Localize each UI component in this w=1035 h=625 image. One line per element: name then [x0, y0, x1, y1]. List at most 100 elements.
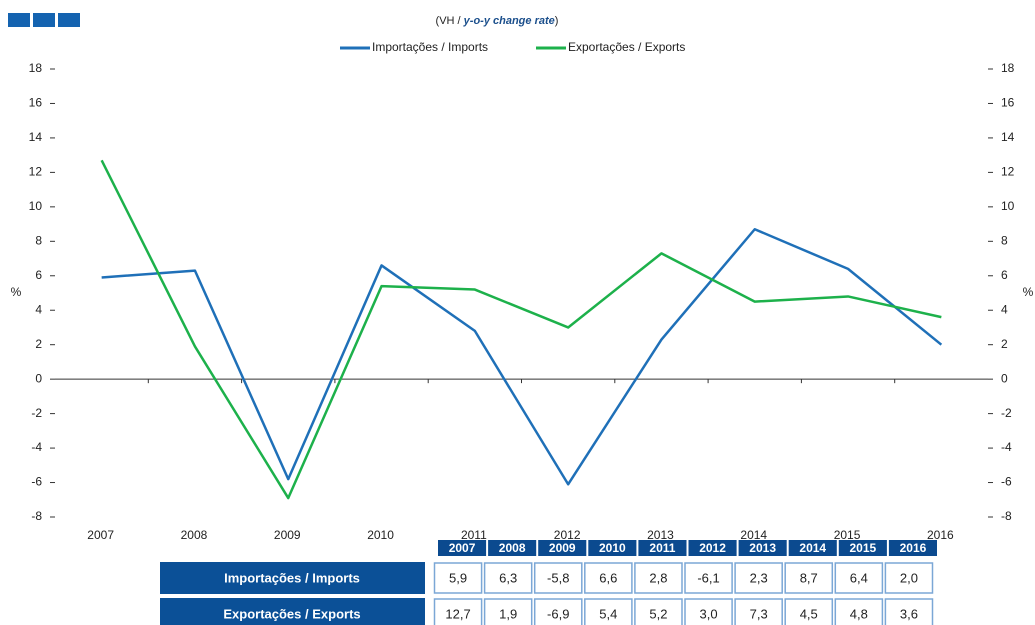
y2-tick-label: -6	[1001, 475, 1012, 489]
table-value: 2,3	[750, 570, 768, 585]
table-value: 4,5	[800, 606, 818, 621]
table-value: -6,9	[547, 606, 569, 621]
table-value: 3,0	[700, 606, 718, 621]
table-cell	[483, 598, 533, 625]
y2-tick-label: 14	[1001, 130, 1015, 144]
table-cell	[433, 562, 483, 594]
table-cell	[834, 562, 884, 594]
table-header-cell	[638, 540, 687, 556]
series-line	[100, 159, 942, 500]
table-value: 5,2	[649, 606, 667, 621]
y-tick-label: 10	[29, 199, 43, 213]
table-cell	[684, 598, 733, 625]
title-emphasis: y-o-y change rate	[463, 15, 555, 27]
table-header-cell	[538, 540, 587, 556]
y-tick-label: -2	[31, 406, 42, 420]
y2-axis-label: %	[1023, 285, 1034, 299]
table-header-text: 2008	[499, 541, 526, 555]
y2-tick-label: 10	[1001, 199, 1015, 213]
table-value: 5,4	[599, 606, 617, 621]
x-tick-label: 2012	[554, 528, 581, 542]
y2-tick-label: 2	[1001, 337, 1008, 351]
table-value: 2,0	[900, 570, 918, 585]
table-value: 12,7	[445, 606, 470, 621]
table-header-cell	[688, 540, 737, 556]
y-tick-label: 12	[29, 165, 43, 179]
table-value: 6,4	[850, 570, 868, 585]
table-cell	[734, 598, 783, 625]
table-header-cell	[488, 540, 537, 556]
y-tick-label: 18	[29, 61, 43, 75]
table-cell	[433, 598, 483, 625]
logo-block	[33, 13, 55, 27]
y2-tick-label: 18	[1001, 61, 1015, 75]
logo-block	[58, 13, 80, 27]
table-value: 7,3	[750, 606, 768, 621]
table-row-label: Importações / Imports	[224, 570, 360, 585]
table-value: 5,9	[449, 570, 467, 585]
table-cell	[884, 562, 934, 594]
x-tick-label: 2014	[740, 528, 767, 542]
table-value: 8,7	[800, 570, 818, 585]
table-value: 1,9	[499, 606, 517, 621]
table-value: -5,8	[547, 570, 569, 585]
legend-label: Importações / Imports	[372, 40, 488, 54]
table-value: -6,1	[697, 570, 719, 585]
table-cell	[684, 562, 733, 594]
table-header-cell	[738, 540, 787, 556]
y-tick-label: -4	[31, 440, 42, 454]
table-header-text: 2010	[599, 541, 626, 555]
x-tick-label: 2013	[647, 528, 674, 542]
title-part: )	[555, 15, 559, 27]
table-cell	[884, 598, 934, 625]
table-header-text: 2011	[649, 541, 675, 555]
table-cell	[584, 562, 633, 594]
y2-tick-label: -8	[1001, 509, 1012, 523]
table-header-cell	[888, 540, 937, 556]
table-header-text: 2012	[699, 541, 726, 555]
legend-label: Exportações / Exports	[568, 40, 685, 54]
table-header-text: 2013	[749, 541, 776, 555]
title-part: (VH /	[436, 15, 464, 27]
table-cell	[533, 598, 583, 625]
y-axis-label: %	[11, 285, 22, 299]
y2-tick-label: 12	[1001, 165, 1015, 179]
logo-block	[8, 13, 30, 27]
table-header-text: 2016	[900, 541, 927, 555]
table-header-text: 2007	[449, 541, 476, 555]
table-row-label-bg	[160, 562, 425, 594]
y-tick-label: 16	[29, 96, 43, 110]
table-header-text: 2014	[799, 541, 826, 555]
x-tick-label: 2015	[834, 528, 861, 542]
y2-tick-label: -4	[1001, 440, 1012, 454]
x-tick-label: 2016	[927, 528, 954, 542]
data-table: 2007 2008 2009 2010 2011 2012 2013 2014 2015 2016…	[160, 540, 938, 625]
table-cell	[834, 598, 884, 625]
y2-tick-label: -2	[1001, 406, 1012, 420]
y2-tick-label: 16	[1001, 96, 1015, 110]
series-line	[101, 227, 943, 486]
x-tick-label: 2007	[87, 528, 114, 542]
table-value: 6,3	[499, 570, 517, 585]
table-cell	[634, 562, 683, 594]
y-tick-label: 0	[35, 371, 42, 385]
y2-tick-label: 6	[1001, 268, 1008, 282]
table-cell	[483, 562, 533, 594]
table-header-cell	[438, 540, 487, 556]
y-tick-label: 8	[35, 233, 42, 247]
table-row-label-bg	[160, 598, 425, 625]
table-value: 6,6	[599, 570, 617, 585]
table-value: 3,6	[900, 606, 918, 621]
table-header-text: 2009	[549, 541, 576, 555]
table-cell	[584, 598, 633, 625]
table-cell	[784, 598, 834, 625]
table-cell	[634, 598, 683, 625]
table-header-cell	[788, 540, 837, 556]
table-header-text: 2015	[849, 541, 876, 555]
x-tick-label: 2008	[181, 528, 208, 542]
y-tick-label: 6	[35, 268, 42, 282]
y-tick-label: -6	[31, 475, 42, 489]
logo	[8, 13, 80, 27]
table-header-cell	[588, 540, 637, 556]
